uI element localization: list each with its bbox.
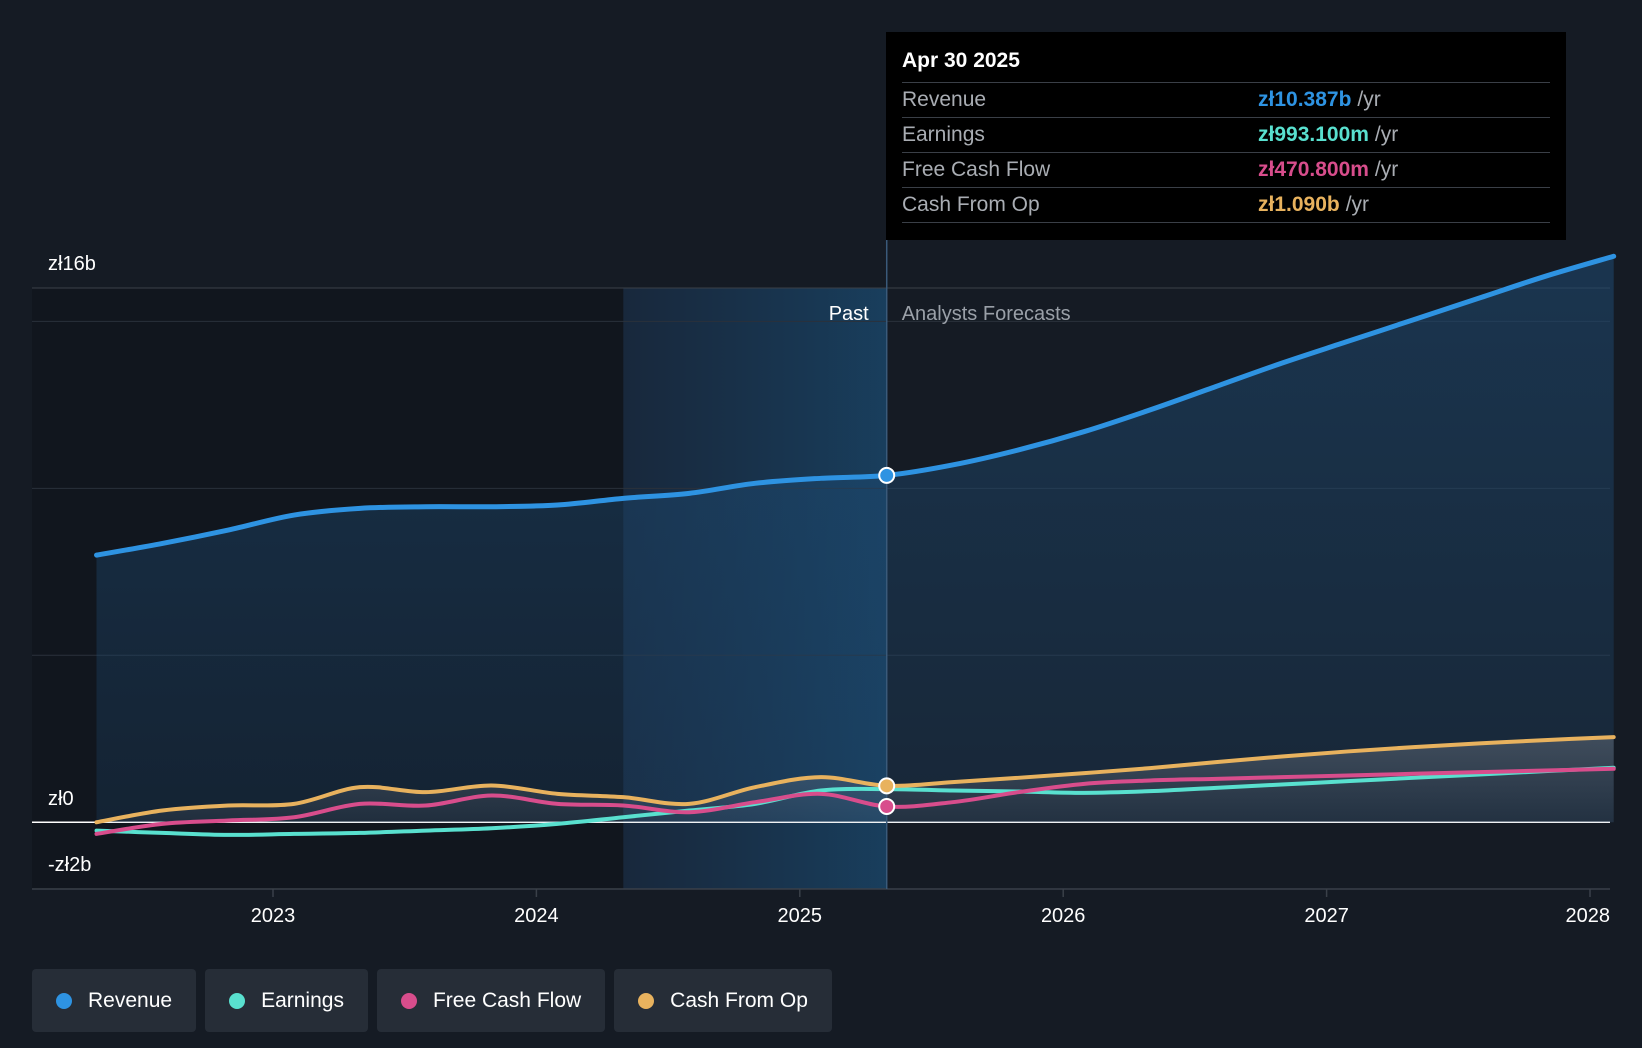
forecast-label: Analysts Forecasts xyxy=(902,303,1071,325)
tooltip-date: Apr 30 2025 xyxy=(902,46,1550,83)
legend-item-free-cash-flow[interactable]: Free Cash Flow xyxy=(376,969,606,1032)
earnings-dot-icon xyxy=(229,992,246,1009)
tooltip-unit: /yr xyxy=(1374,123,1399,146)
tooltip-label: Earnings xyxy=(902,123,985,146)
cash-from-op-area xyxy=(96,737,1614,823)
tooltip-unit: /yr xyxy=(1374,158,1399,181)
free-cash-flow-marker xyxy=(878,798,896,816)
revenue-area xyxy=(96,256,1614,823)
tooltip-value: zł1.090b xyxy=(1258,193,1340,216)
revenue-line xyxy=(94,253,1617,558)
cash-from-op-dot-icon xyxy=(638,992,655,1009)
x-tick-label: 2028 xyxy=(1566,905,1611,927)
tooltip-label: Free Cash Flow xyxy=(902,158,1051,181)
hover-tooltip: Apr 30 2025 Revenue zł10.387b /yr Earnin… xyxy=(886,32,1566,240)
chart-legend: Revenue Earnings Free Cash Flow Cash Fro… xyxy=(32,969,832,1032)
cash-from-op-marker xyxy=(878,777,896,795)
legend-item-earnings[interactable]: Earnings xyxy=(205,969,368,1032)
tooltip-value: zł10.387b xyxy=(1258,88,1352,111)
past-label: Past xyxy=(829,303,869,325)
tooltip-unit: /yr xyxy=(1357,88,1381,111)
earnings-line xyxy=(94,765,1616,837)
revenue-marker xyxy=(878,466,896,484)
tooltip-label: Cash From Op xyxy=(902,193,1040,216)
legend-label: Revenue xyxy=(88,988,173,1012)
x-axis-labels: 2023 2024 2025 2026 2027 2028 xyxy=(251,889,1610,927)
free-cash-flow-dot-icon xyxy=(400,992,417,1009)
tooltip-row-earnings: Earnings zł993.100m /yr xyxy=(902,118,1550,153)
tooltip-unit: /yr xyxy=(1345,193,1370,216)
tooltip-value: zł470.800m xyxy=(1258,158,1369,181)
x-tick-label: 2023 xyxy=(251,905,296,927)
tooltip-row-revenue: Revenue zł10.387b /yr xyxy=(902,83,1550,118)
hover-markers xyxy=(878,466,896,816)
y-tick-label: zł16b xyxy=(48,253,96,275)
x-tick-label: 2027 xyxy=(1304,905,1349,927)
legend-item-revenue[interactable]: Revenue xyxy=(32,969,197,1032)
tooltip-label: Revenue xyxy=(902,88,987,111)
y-tick-label: zł0 xyxy=(48,788,74,810)
x-tick-label: 2025 xyxy=(778,905,823,927)
legend-label: Earnings xyxy=(261,988,344,1012)
series-lines xyxy=(94,253,1617,837)
series-areas xyxy=(96,256,1614,823)
y-axis-labels: zł16b zł0 -zł2b xyxy=(48,253,96,876)
financial-chart: zł16b zł0 -zł2b 2023 2024 2025 2026 2027 2028 P… xyxy=(32,240,1617,927)
legend-label: Cash From Op xyxy=(670,988,808,1012)
cash-from-op-line xyxy=(94,735,1616,825)
x-tick-label: 2024 xyxy=(514,905,559,927)
legend-label: Free Cash Flow xyxy=(432,988,582,1012)
tooltip-row-cash-from-op: Cash From Op zł1.090b /yr xyxy=(902,188,1550,223)
y-tick-label: -zł2b xyxy=(48,854,91,876)
legend-item-cash-from-op[interactable]: Cash From Op xyxy=(614,969,832,1032)
x-tick-label: 2026 xyxy=(1041,905,1086,927)
revenue-dot-icon xyxy=(56,992,72,1009)
tooltip-value: zł993.100m xyxy=(1258,123,1369,146)
free-cash-flow-line xyxy=(94,766,1616,836)
tooltip-row-free-cash-flow: Free Cash Flow zł470.800m /yr xyxy=(902,153,1550,188)
